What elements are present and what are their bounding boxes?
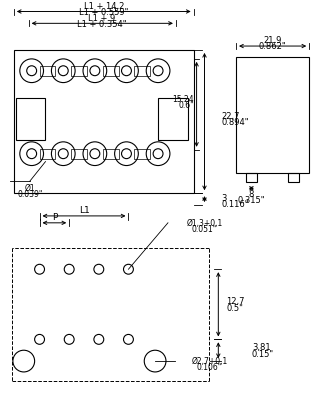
Bar bbox=[40, 149, 55, 159]
Text: 15.24: 15.24 bbox=[172, 95, 194, 104]
Bar bbox=[134, 66, 150, 76]
Text: 0.6": 0.6" bbox=[178, 101, 194, 110]
Bar bbox=[288, 174, 299, 182]
Text: Ø2,7+0,1: Ø2,7+0,1 bbox=[191, 356, 228, 366]
Text: Ø1,3+0,1: Ø1,3+0,1 bbox=[186, 219, 223, 228]
Text: 0.894": 0.894" bbox=[221, 118, 249, 126]
Bar bbox=[40, 66, 55, 76]
Bar bbox=[134, 149, 150, 159]
Text: 0.039": 0.039" bbox=[17, 190, 42, 199]
Bar bbox=[71, 149, 87, 159]
Bar bbox=[14, 50, 194, 193]
Text: 0.315": 0.315" bbox=[237, 196, 265, 205]
Text: 3: 3 bbox=[221, 194, 227, 203]
Text: 0.862": 0.862" bbox=[259, 42, 286, 50]
Text: L1 + 0.559": L1 + 0.559" bbox=[79, 8, 129, 17]
Text: 21,9: 21,9 bbox=[263, 36, 282, 45]
Text: 0.106": 0.106" bbox=[197, 362, 222, 372]
Text: 0.051": 0.051" bbox=[192, 225, 217, 234]
Text: L1 + 9: L1 + 9 bbox=[88, 14, 115, 23]
Bar bbox=[71, 66, 87, 76]
Text: 0.116": 0.116" bbox=[221, 200, 249, 208]
Bar bbox=[236, 57, 309, 174]
Bar bbox=[246, 174, 257, 182]
Bar bbox=[103, 149, 118, 159]
Bar bbox=[158, 98, 188, 140]
Text: 8: 8 bbox=[248, 190, 254, 199]
Text: L1 + 0.354": L1 + 0.354" bbox=[77, 20, 127, 29]
Text: L1: L1 bbox=[79, 206, 90, 216]
Text: 22,7: 22,7 bbox=[221, 112, 240, 121]
Text: Ø1: Ø1 bbox=[24, 184, 35, 193]
Text: 12,7: 12,7 bbox=[226, 297, 245, 306]
Bar bbox=[16, 98, 46, 140]
Bar bbox=[103, 66, 118, 76]
Text: 3,81: 3,81 bbox=[252, 343, 271, 352]
Text: L1 + 14,2: L1 + 14,2 bbox=[84, 2, 124, 11]
Text: 0.15": 0.15" bbox=[252, 350, 274, 359]
Text: P: P bbox=[52, 213, 57, 222]
Text: 0.5": 0.5" bbox=[226, 304, 243, 313]
